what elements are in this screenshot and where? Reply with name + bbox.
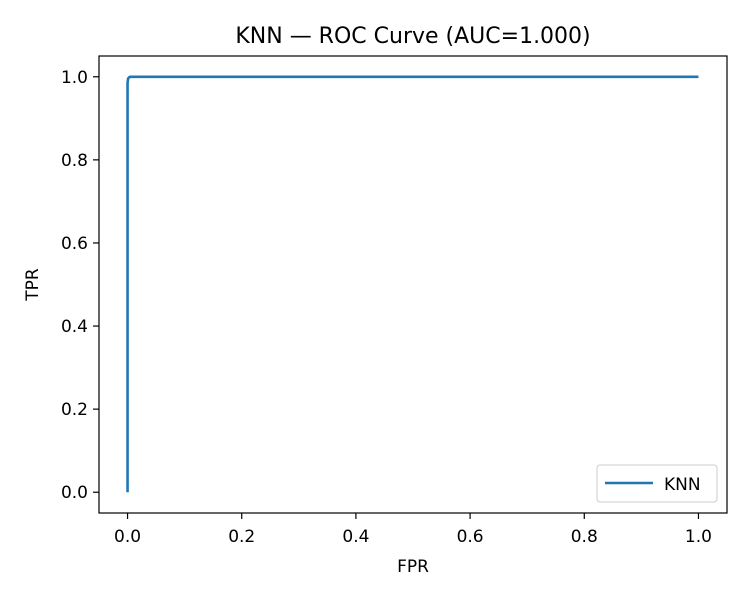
y-tick-label: 0.6 xyxy=(61,234,88,254)
y-tick-label: 0.2 xyxy=(61,400,88,420)
x-tick-label: 1.0 xyxy=(685,527,712,547)
y-tick-label: 0.4 xyxy=(61,317,88,337)
x-tick-label: 0.4 xyxy=(342,527,369,547)
y-tick-label: 0.0 xyxy=(61,483,88,503)
y-tick-label: 1.0 xyxy=(61,68,88,88)
x-axis: 0.0 0.2 0.4 0.6 0.8 1.0 xyxy=(114,513,712,547)
series-line-knn xyxy=(126,75,699,493)
chart-title: KNN — ROC Curve (AUC=1.000) xyxy=(235,24,590,49)
plot-area xyxy=(126,75,699,493)
x-tick-label: 0.2 xyxy=(228,527,255,547)
y-tick-label: 0.8 xyxy=(61,151,88,171)
plot-frame xyxy=(98,55,728,514)
y-axis: 0.0 0.2 0.4 0.6 0.8 1.0 xyxy=(61,68,99,503)
legend-box xyxy=(596,464,718,503)
x-tick-label: 0.0 xyxy=(114,527,141,547)
legend: KNN xyxy=(596,464,718,503)
x-tick-label: 0.8 xyxy=(571,527,598,547)
legend-label: KNN xyxy=(664,475,701,495)
y-axis-label: TPR xyxy=(23,268,43,302)
x-tick-label: 0.6 xyxy=(457,527,484,547)
x-axis-label: FPR xyxy=(397,557,429,577)
